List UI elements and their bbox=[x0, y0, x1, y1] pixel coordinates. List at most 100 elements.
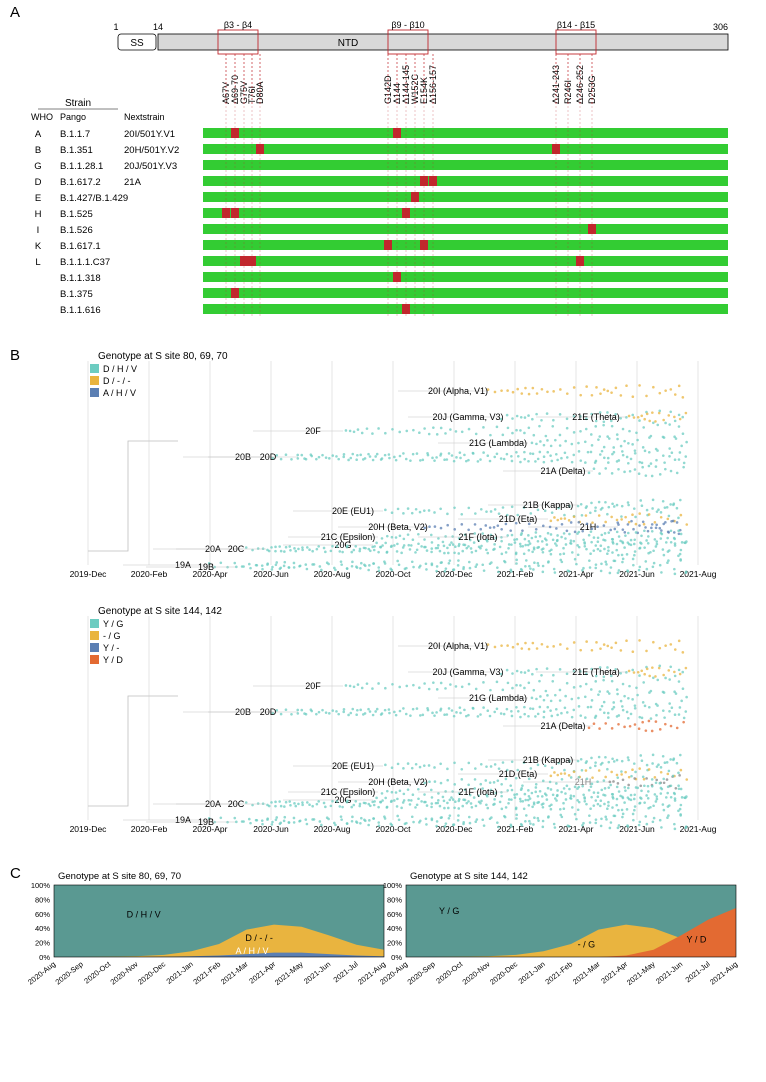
svg-text:60%: 60% bbox=[35, 910, 50, 919]
svg-text:2020-Oct: 2020-Oct bbox=[434, 959, 465, 986]
svg-text:20I (Alpha, V1): 20I (Alpha, V1) bbox=[428, 386, 488, 396]
svg-text:80%: 80% bbox=[387, 895, 402, 904]
svg-text:2021-Feb: 2021-Feb bbox=[191, 959, 222, 986]
svg-text:21B (Kappa): 21B (Kappa) bbox=[523, 755, 574, 765]
svg-text:19A: 19A bbox=[175, 560, 191, 570]
svg-text:2020-Feb: 2020-Feb bbox=[131, 824, 168, 834]
svg-text:L: L bbox=[35, 257, 40, 268]
svg-text:D: D bbox=[35, 177, 42, 188]
svg-text:B.1.351: B.1.351 bbox=[60, 145, 93, 156]
panel-b: B 2019-Dec2020-Feb2020-Apr2020-Jun2020-A… bbox=[0, 347, 766, 865]
svg-text:20J/501Y.V3: 20J/501Y.V3 bbox=[124, 161, 177, 172]
svg-text:B.1.1.318: B.1.1.318 bbox=[60, 273, 101, 284]
svg-text:20C: 20C bbox=[228, 544, 245, 554]
svg-text:20D: 20D bbox=[260, 707, 277, 717]
panel-c-label: C bbox=[10, 865, 21, 882]
svg-text:2021-Aug: 2021-Aug bbox=[708, 959, 739, 986]
panel-b-tree-1: 2019-Dec2020-Feb2020-Apr2020-Jun2020-Aug… bbox=[8, 347, 758, 597]
svg-text:Genotype at S site 80, 69, 70: Genotype at S site 80, 69, 70 bbox=[98, 351, 228, 362]
svg-text:E: E bbox=[35, 193, 41, 204]
svg-text:NTD: NTD bbox=[338, 38, 359, 49]
svg-text:G: G bbox=[34, 161, 41, 172]
svg-text:21F (Iota): 21F (Iota) bbox=[458, 787, 497, 797]
svg-text:20J (Gamma, V3): 20J (Gamma, V3) bbox=[432, 667, 503, 677]
svg-text:2020-Oct: 2020-Oct bbox=[82, 959, 113, 986]
svg-text:D / H / V: D / H / V bbox=[127, 909, 161, 919]
svg-text:2020-Nov: 2020-Nov bbox=[109, 959, 140, 986]
svg-text:21G (Lambda): 21G (Lambda) bbox=[469, 438, 527, 448]
svg-text:80%: 80% bbox=[35, 895, 50, 904]
svg-text:K: K bbox=[35, 241, 42, 252]
svg-text:B.1.525: B.1.525 bbox=[60, 209, 93, 220]
svg-text:2021-Jun: 2021-Jun bbox=[302, 959, 332, 985]
svg-text:D / H / V: D / H / V bbox=[103, 364, 137, 374]
svg-text:2021-Jun: 2021-Jun bbox=[619, 824, 655, 834]
panel-b-label: B bbox=[10, 347, 20, 364]
svg-text:20C: 20C bbox=[228, 799, 245, 809]
svg-text:20H/501Y.V2: 20H/501Y.V2 bbox=[124, 145, 179, 156]
svg-text:B.1.1.616: B.1.1.616 bbox=[60, 305, 101, 316]
svg-text:A: A bbox=[35, 129, 42, 140]
svg-text:2020-Aug: 2020-Aug bbox=[26, 959, 57, 986]
panel-b-tree-2: 2019-Dec2020-Feb2020-Apr2020-Jun2020-Aug… bbox=[8, 602, 758, 860]
svg-text:2021-Feb: 2021-Feb bbox=[543, 959, 574, 986]
panel-a-label: A bbox=[10, 4, 20, 21]
svg-text:2019-Dec: 2019-Dec bbox=[70, 569, 108, 579]
svg-text:21B (Kappa): 21B (Kappa) bbox=[523, 500, 574, 510]
svg-text:Genotype at S site 144, 142: Genotype at S site 144, 142 bbox=[98, 606, 222, 617]
svg-text:2021-Jun: 2021-Jun bbox=[619, 569, 655, 579]
svg-text:2020-Sep: 2020-Sep bbox=[54, 959, 85, 986]
svg-text:21D (Eta): 21D (Eta) bbox=[499, 769, 538, 779]
svg-text:20G: 20G bbox=[334, 795, 351, 805]
svg-text:2021-May: 2021-May bbox=[625, 959, 657, 987]
svg-text:40%: 40% bbox=[35, 924, 50, 933]
svg-text:21D (Eta): 21D (Eta) bbox=[499, 514, 538, 524]
svg-text:2020-Jun: 2020-Jun bbox=[253, 824, 289, 834]
svg-text:2021-Feb: 2021-Feb bbox=[497, 824, 534, 834]
svg-text:1: 1 bbox=[113, 22, 118, 32]
svg-text:H: H bbox=[35, 209, 42, 220]
svg-text:A / H / V: A / H / V bbox=[236, 946, 269, 956]
svg-text:A / H / V: A / H / V bbox=[103, 388, 136, 398]
svg-text:21A (Delta): 21A (Delta) bbox=[540, 721, 585, 731]
svg-text:19B: 19B bbox=[198, 562, 214, 572]
svg-text:B.1.617.1: B.1.617.1 bbox=[60, 241, 101, 252]
svg-text:20H (Beta, V2): 20H (Beta, V2) bbox=[368, 522, 428, 532]
svg-text:2021-Apr: 2021-Apr bbox=[559, 569, 594, 579]
svg-text:β9 - β10: β9 - β10 bbox=[391, 20, 424, 30]
svg-text:306: 306 bbox=[713, 22, 728, 32]
svg-text:2020-Dec: 2020-Dec bbox=[136, 959, 167, 986]
panel-c-svg: Genotype at S site 80, 69, 700%20%40%60%… bbox=[8, 865, 758, 1015]
svg-text:Y / D: Y / D bbox=[103, 655, 123, 665]
svg-text:2021-Jan: 2021-Jan bbox=[517, 959, 547, 985]
svg-text:60%: 60% bbox=[387, 910, 402, 919]
svg-text:Y / D: Y / D bbox=[687, 935, 707, 945]
panel-a-svg: SSNTDβ3 - β4β9 - β10β14 - β15114306A67VΔ… bbox=[8, 6, 758, 338]
svg-text:B.1.526: B.1.526 bbox=[60, 225, 93, 236]
svg-text:20%: 20% bbox=[35, 939, 50, 948]
svg-text:2020-Jun: 2020-Jun bbox=[253, 569, 289, 579]
svg-text:2021-Jan: 2021-Jan bbox=[165, 959, 195, 985]
svg-text:20J (Gamma, V3): 20J (Gamma, V3) bbox=[432, 412, 503, 422]
svg-text:20I/501Y.V1: 20I/501Y.V1 bbox=[124, 129, 175, 140]
svg-text:B.1.617.2: B.1.617.2 bbox=[60, 177, 101, 188]
svg-text:2020-Oct: 2020-Oct bbox=[376, 569, 412, 579]
svg-text:2020-Feb: 2020-Feb bbox=[131, 569, 168, 579]
svg-text:19B: 19B bbox=[198, 817, 214, 827]
svg-text:21E (Theta): 21E (Theta) bbox=[572, 667, 620, 677]
svg-text:2021-May: 2021-May bbox=[273, 959, 305, 987]
svg-text:2020-Nov: 2020-Nov bbox=[461, 959, 492, 986]
svg-text:β14 - β15: β14 - β15 bbox=[557, 20, 595, 30]
svg-text:100%: 100% bbox=[383, 881, 403, 890]
panel-a: A SSNTDβ3 - β4β9 - β10β14 - β15114306A67… bbox=[0, 0, 766, 347]
svg-text:Genotype at S site 144, 142: Genotype at S site 144, 142 bbox=[410, 871, 528, 882]
svg-text:2021-Aug: 2021-Aug bbox=[680, 824, 717, 834]
svg-text:20E (EU1): 20E (EU1) bbox=[332, 761, 374, 771]
svg-text:2021-Aug: 2021-Aug bbox=[680, 569, 717, 579]
svg-text:20%: 20% bbox=[387, 939, 402, 948]
svg-text:2019-Dec: 2019-Dec bbox=[70, 824, 108, 834]
svg-text:2020-Aug: 2020-Aug bbox=[314, 824, 351, 834]
svg-text:Genotype at S site 80, 69, 70: Genotype at S site 80, 69, 70 bbox=[58, 871, 181, 882]
svg-text:Y / -: Y / - bbox=[103, 643, 119, 653]
svg-text:2020-Aug: 2020-Aug bbox=[314, 569, 351, 579]
